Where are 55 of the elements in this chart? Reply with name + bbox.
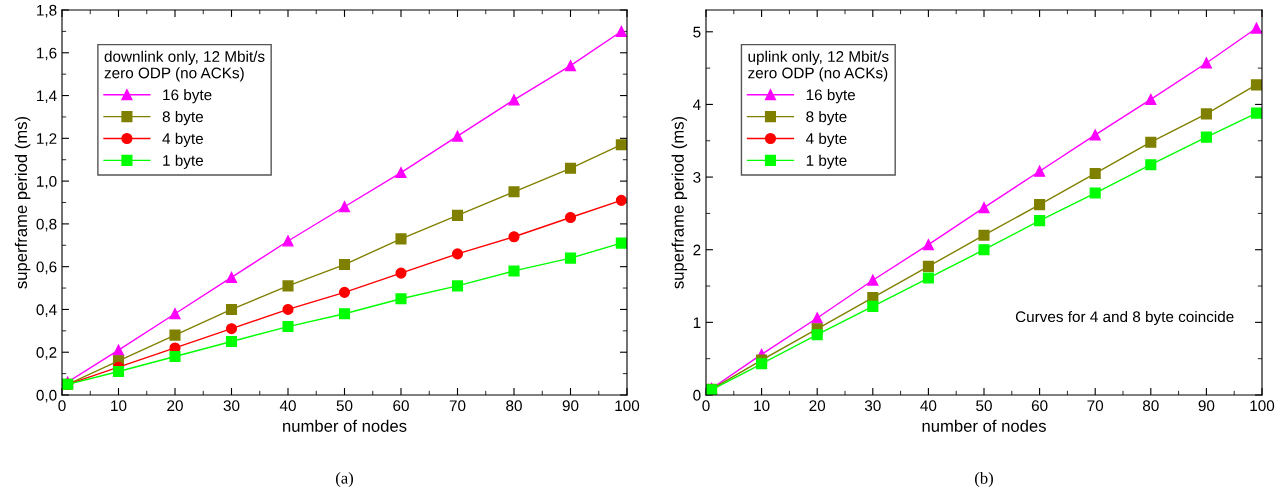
legend-label: 1 byte bbox=[163, 154, 203, 169]
x-tick-label: 80 bbox=[1142, 400, 1159, 412]
x-tick-label: 0 bbox=[702, 400, 710, 412]
y-tick-label: 2 bbox=[693, 244, 701, 256]
y-tick-label: 0,0 bbox=[36, 389, 57, 403]
legend-title: downlink only, 12 Mbit/s zero ODP (no ACKs) bbox=[104, 50, 265, 82]
y-tick-label: 0,4 bbox=[36, 304, 57, 317]
x-tick-label: 40 bbox=[920, 400, 937, 412]
legend-label: 4 byte bbox=[162, 132, 203, 148]
y-tick-label: 0,8 bbox=[36, 218, 57, 232]
y-tick-label: 1,2 bbox=[37, 133, 57, 146]
x-tick-label: 40 bbox=[279, 400, 296, 412]
y-axis-title: superframe period (ms) bbox=[14, 116, 31, 289]
x-axis-title: number of nodes bbox=[922, 419, 1046, 432]
x-tick-label: 60 bbox=[393, 400, 409, 412]
y-tick-label: 4 bbox=[692, 99, 701, 110]
x-tick-label: 70 bbox=[1087, 400, 1104, 412]
text: (b) bbox=[975, 472, 993, 488]
x-tick-label: 20 bbox=[809, 400, 826, 412]
y-tick-label: 5 bbox=[693, 26, 701, 38]
x-tick-label: 10 bbox=[111, 400, 127, 412]
x-tick-label: 20 bbox=[167, 400, 183, 412]
x-tick-label: 50 bbox=[336, 400, 353, 412]
x-tick-label: 80 bbox=[506, 400, 522, 412]
x-tick-label: 30 bbox=[223, 400, 240, 412]
text: (a) bbox=[335, 472, 354, 488]
legend-label: 8 byte bbox=[162, 110, 203, 126]
x-tick-label: 90 bbox=[562, 400, 579, 412]
annotation: Curves for 4 and 8 byte coincide bbox=[1015, 310, 1234, 326]
y-tick-label: 1 bbox=[693, 317, 701, 328]
y-tick-label: 1,6 bbox=[37, 47, 57, 61]
y-tick-label: 0,6 bbox=[36, 261, 57, 275]
legend-label: 1 byte bbox=[806, 154, 847, 169]
x-tick-label: 30 bbox=[864, 400, 881, 412]
x-tick-label: 90 bbox=[1198, 400, 1215, 412]
y-tick-label: 3 bbox=[693, 171, 701, 183]
x-tick-label: 70 bbox=[449, 400, 466, 412]
x-tick-label: 60 bbox=[1031, 400, 1048, 412]
legend-title: uplink only, 12 Mbit/s zero ODP (no ACKs) bbox=[748, 50, 889, 82]
legend-label: 16 byte bbox=[806, 89, 856, 104]
legend-label: 4 byte bbox=[805, 132, 847, 148]
x-axis-title: number of nodes bbox=[283, 419, 407, 432]
y-tick-label: 0,2 bbox=[36, 347, 57, 360]
x-tick-label: 100 bbox=[615, 400, 640, 412]
y-tick-label: 1,4 bbox=[37, 90, 57, 104]
x-tick-label: 10 bbox=[754, 400, 770, 412]
legend-label: 16 byte bbox=[163, 89, 212, 104]
x-tick-label: 0 bbox=[58, 400, 66, 412]
x-tick-label: 50 bbox=[976, 400, 992, 412]
legend-label: 8 byte bbox=[806, 110, 847, 126]
x-tick-label: 100 bbox=[1250, 400, 1275, 412]
y-tick-label: 0 bbox=[693, 389, 701, 401]
y-axis-title: superframe period (ms) bbox=[671, 116, 688, 289]
y-tick-label: 1,8 bbox=[37, 4, 57, 18]
y-tick-label: 1,0 bbox=[37, 175, 57, 189]
